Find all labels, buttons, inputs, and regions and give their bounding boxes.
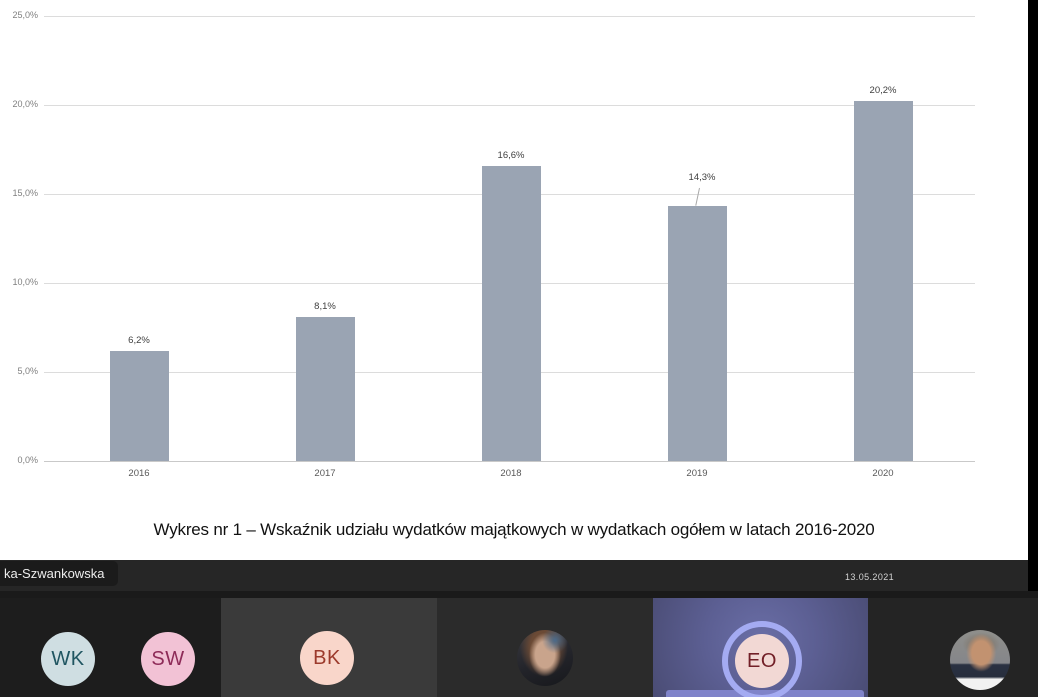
x-tick-label-2019: 2019 <box>686 468 708 479</box>
gridline <box>44 461 975 462</box>
avatar-initials: BK <box>313 646 341 669</box>
bar-value-label-2016: 6,2% <box>128 335 150 346</box>
bar-2016 <box>109 351 169 461</box>
bar-value-label-2020: 20,2% <box>869 85 897 96</box>
speaking-indicator-ring: EO <box>722 621 802 697</box>
participant-avatar-wk[interactable]: WK <box>41 632 95 686</box>
bar-value-label-2019: 14,3% <box>688 172 716 183</box>
bar-value-label-2017: 8,1% <box>314 301 336 312</box>
x-tick-label-2020: 2020 <box>872 468 894 479</box>
label-leader-line <box>695 187 700 206</box>
bar-2018 <box>481 166 541 461</box>
meeting-info-bar: ka-Szwankowska 13.05.2021 <box>0 560 1028 591</box>
y-tick-label: 15,0% <box>12 188 38 198</box>
x-tick-label-2016: 2016 <box>128 468 150 479</box>
participant-avatar-eo[interactable]: EO <box>735 634 789 688</box>
y-tick-label: 10,0% <box>12 277 38 287</box>
participant-avatar-sw[interactable]: SW <box>141 632 195 686</box>
y-tick-label: 25,0% <box>12 10 38 20</box>
bar-value-label-2018: 16,6% <box>497 150 525 161</box>
bar-2017 <box>295 317 355 461</box>
x-tick-label-2017: 2017 <box>314 468 336 479</box>
avatar-initials: SW <box>151 647 185 670</box>
avatar-initials: EO <box>747 649 777 672</box>
avatar-initials: WK <box>51 647 85 670</box>
chart-caption: Wykres nr 1 – Wskaźnik udziału wydatków … <box>153 520 875 539</box>
shared-document: 25,0% 20,0% 15,0% 10,0% 5,0% 0,0% 6,2% 2016 8,1%… <box>0 0 1028 560</box>
presenter-name-tag: ka-Szwankowska <box>0 561 119 586</box>
meeting-date: 13.05.2021 <box>845 572 895 582</box>
participant-avatar-bk[interactable]: BK <box>300 631 354 685</box>
x-tick-label-2018: 2018 <box>500 468 522 479</box>
participant-filmstrip: WK SW BK EO <box>0 598 1038 697</box>
participant-avatar-photo-woman[interactable] <box>517 630 573 686</box>
bar-2019 <box>667 206 727 461</box>
gridline <box>44 105 975 106</box>
filmstrip-divider <box>0 591 1038 598</box>
y-tick-label: 5,0% <box>17 366 38 376</box>
y-tick-label: 0,0% <box>17 455 38 465</box>
bar-2020 <box>853 101 913 461</box>
bar-chart: 25,0% 20,0% 15,0% 10,0% 5,0% 0,0% 6,2% 2016 8,1%… <box>12 10 975 479</box>
y-tick-label: 20,0% <box>12 99 38 109</box>
gridline <box>44 16 975 17</box>
window-edge-strip <box>1028 0 1038 591</box>
participant-avatar-photo-man[interactable] <box>950 630 1010 690</box>
